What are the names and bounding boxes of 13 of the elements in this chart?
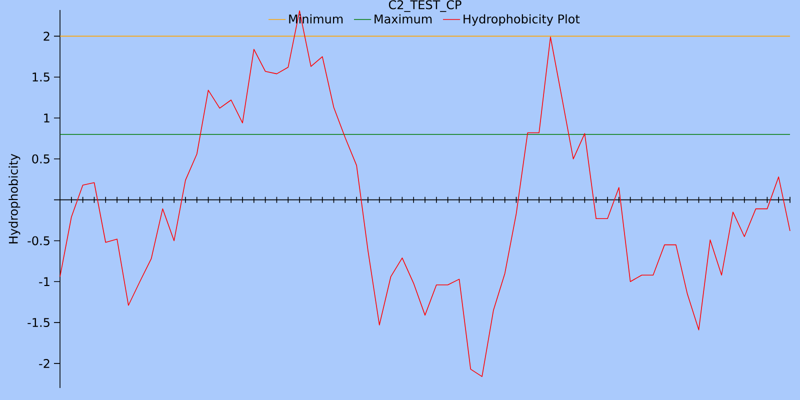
y-tick-label: -1 — [39, 277, 50, 286]
y-tick-label: -2 — [39, 359, 50, 368]
y-tick-label: 0.5 — [32, 154, 50, 164]
y-tick-label: -1.5 — [28, 318, 50, 328]
y-axis-title: Hydrophobicity — [8, 154, 20, 244]
y-tick-label: 2 — [44, 32, 50, 41]
y-tick-label: 1.5 — [32, 72, 50, 82]
y-tick-label: -0.5 — [28, 236, 50, 246]
line-series — [60, 10, 790, 377]
chart-title: C2_TEST_CP — [388, 0, 462, 12]
y-tick-label: 1 — [44, 114, 50, 122]
legend-label: Hydrophobicity Plot — [464, 14, 580, 26]
legend-label: Maximum — [374, 14, 432, 24]
